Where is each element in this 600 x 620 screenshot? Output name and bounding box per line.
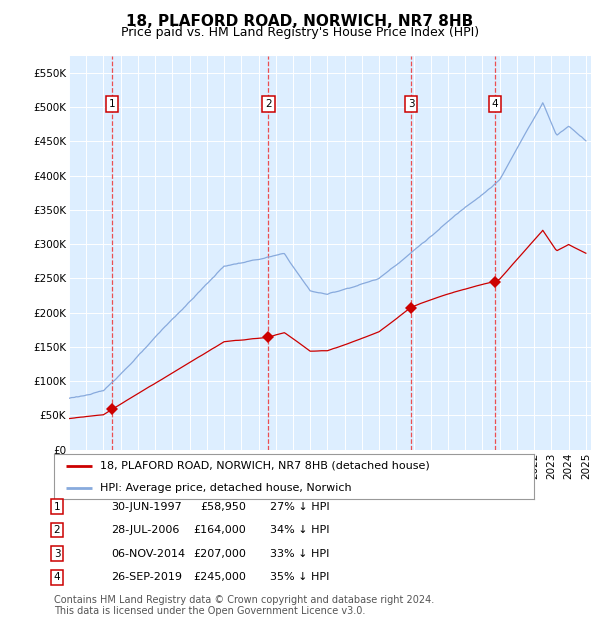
Text: 35% ↓ HPI: 35% ↓ HPI	[270, 572, 329, 582]
Text: 1: 1	[53, 502, 61, 512]
Text: 06-NOV-2014: 06-NOV-2014	[111, 549, 185, 559]
Text: HPI: Average price, detached house, Norwich: HPI: Average price, detached house, Norw…	[100, 483, 351, 493]
Text: 30-JUN-1997: 30-JUN-1997	[111, 502, 182, 512]
Text: 4: 4	[53, 572, 61, 582]
Text: 3: 3	[53, 549, 61, 559]
Text: 26-SEP-2019: 26-SEP-2019	[111, 572, 182, 582]
Text: 4: 4	[492, 99, 499, 108]
Text: 2: 2	[265, 99, 272, 108]
Text: Contains HM Land Registry data © Crown copyright and database right 2024.
This d: Contains HM Land Registry data © Crown c…	[54, 595, 434, 616]
Text: £58,950: £58,950	[200, 502, 246, 512]
Text: £164,000: £164,000	[193, 525, 246, 535]
Text: £245,000: £245,000	[193, 572, 246, 582]
Text: 3: 3	[407, 99, 414, 108]
Text: 2: 2	[53, 525, 61, 535]
Text: 18, PLAFORD ROAD, NORWICH, NR7 8HB: 18, PLAFORD ROAD, NORWICH, NR7 8HB	[127, 14, 473, 29]
Text: 1: 1	[109, 99, 115, 108]
Text: 18, PLAFORD ROAD, NORWICH, NR7 8HB (detached house): 18, PLAFORD ROAD, NORWICH, NR7 8HB (deta…	[100, 461, 430, 471]
Text: 28-JUL-2006: 28-JUL-2006	[111, 525, 179, 535]
Text: £207,000: £207,000	[193, 549, 246, 559]
Text: 33% ↓ HPI: 33% ↓ HPI	[270, 549, 329, 559]
Text: Price paid vs. HM Land Registry's House Price Index (HPI): Price paid vs. HM Land Registry's House …	[121, 26, 479, 38]
Text: 27% ↓ HPI: 27% ↓ HPI	[270, 502, 329, 512]
Text: 34% ↓ HPI: 34% ↓ HPI	[270, 525, 329, 535]
